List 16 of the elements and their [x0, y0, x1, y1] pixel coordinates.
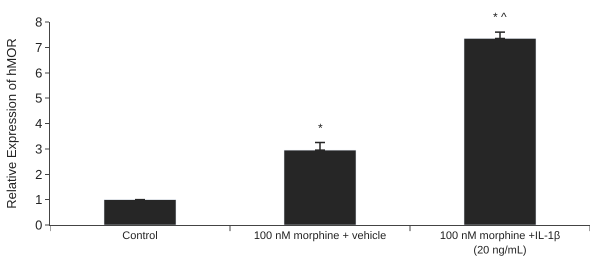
y-tick-label: 4 [35, 116, 42, 132]
annotation: * ^ [493, 10, 508, 24]
y-tick-label: 0 [35, 218, 42, 233]
bar [104, 199, 176, 225]
annotation: * [318, 121, 323, 135]
y-tick-label: 8 [35, 14, 42, 30]
x-tick-label: 100 nM morphine + vehicle [254, 230, 386, 242]
y-tick-label: 2 [35, 166, 42, 182]
y-tick-label: 6 [35, 65, 42, 80]
x-tick-label: 100 nM morphine +IL-1β (20 ng/mL) [440, 230, 560, 256]
y-axis-title: Relative Expression of hMOR [4, 38, 20, 209]
y-tick-label: 5 [35, 90, 42, 106]
y-tick-label: 7 [35, 40, 42, 55]
y-tick-label: 3 [35, 141, 42, 156]
x-tick-label: Control [122, 230, 158, 242]
y-tick-label: 1 [35, 192, 42, 208]
